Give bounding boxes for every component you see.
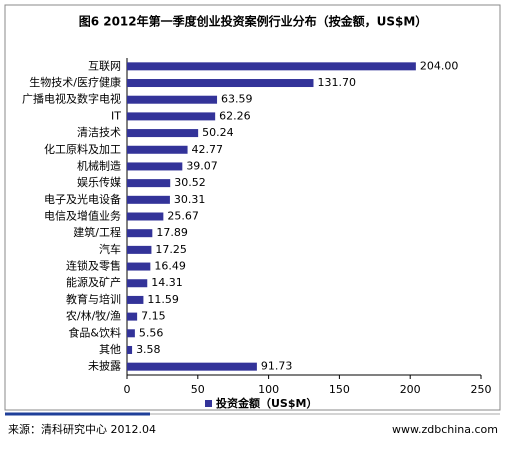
value-label: 17.25 — [155, 243, 187, 256]
y-tick-label: 连锁及零售 — [66, 259, 121, 273]
y-tick-label: 清洁技术 — [77, 126, 121, 139]
y-tick-label: 电信及增值业务 — [44, 209, 121, 223]
bar — [127, 129, 199, 138]
source-note: 来源：清科研究中心 2012.04 — [8, 422, 156, 436]
bar — [127, 279, 148, 288]
bar — [127, 212, 164, 221]
y-tick-label: 生物技术/医疗健康 — [29, 75, 121, 89]
y-tick-label: 未披露 — [88, 359, 121, 373]
value-label: 3.58 — [136, 343, 161, 356]
x-tick-label: 250 — [471, 383, 492, 396]
bar — [127, 362, 257, 371]
y-tick-label: 其他 — [99, 343, 121, 356]
bar — [127, 295, 144, 304]
bar — [127, 312, 138, 321]
y-tick-label: 能源及矿产 — [66, 275, 121, 289]
bar — [127, 345, 133, 354]
bar — [127, 95, 218, 104]
y-tick-label: 机械制造 — [77, 158, 121, 172]
bar — [127, 112, 216, 121]
y-tick-label: 食品&饮料 — [68, 325, 121, 339]
y-tick-label: 建筑/工程 — [73, 225, 121, 239]
bar — [127, 195, 170, 204]
bar — [127, 329, 135, 338]
value-label: 39.07 — [186, 159, 218, 172]
value-label: 91.73 — [261, 360, 293, 373]
value-label: 16.49 — [154, 260, 186, 273]
chart-title: 图6 2012年第一季度创业投资案例行业分布（按金额，US$M） — [79, 14, 428, 29]
legend-swatch — [205, 400, 212, 407]
value-label: 11.59 — [147, 293, 179, 306]
value-label: 5.56 — [139, 326, 164, 339]
value-label: 62.26 — [219, 109, 251, 122]
y-tick-label: 娱乐传媒 — [77, 175, 121, 189]
x-tick-label: 200 — [400, 383, 421, 396]
legend-label: 投资金额（US$M） — [216, 396, 317, 410]
value-label: 7.15 — [141, 310, 166, 323]
y-tick-label: 互联网 — [88, 59, 121, 72]
value-label: 30.52 — [174, 176, 206, 189]
bar — [127, 62, 416, 71]
y-tick-label: 教育与培训 — [66, 292, 121, 306]
value-label: 14.31 — [151, 276, 183, 289]
y-tick-label: 农/林/牧/渔 — [66, 309, 121, 323]
bar — [127, 145, 188, 154]
bar — [127, 245, 152, 254]
chart-frame — [4, 4, 501, 411]
y-tick-label: 化工原料及加工 — [44, 142, 121, 156]
value-label: 63.59 — [221, 93, 253, 106]
value-label: 204.00 — [420, 59, 459, 72]
value-label: 30.31 — [174, 193, 206, 206]
value-label: 50.24 — [202, 126, 234, 139]
y-tick-label: IT — [111, 109, 121, 122]
y-tick-label: 广播电视及数字电视 — [22, 92, 121, 106]
bar — [127, 162, 183, 171]
y-tick-label: 汽车 — [99, 242, 121, 256]
bar — [127, 179, 171, 188]
bar — [127, 79, 314, 88]
website: www.zdbchina.com — [392, 423, 498, 436]
value-label: 17.89 — [156, 226, 188, 239]
x-tick-label: 150 — [329, 383, 350, 396]
x-tick-label: 0 — [124, 383, 131, 396]
value-label: 131.70 — [317, 76, 356, 89]
x-tick-label: 100 — [258, 383, 279, 396]
bar — [127, 229, 153, 238]
x-tick-label: 50 — [191, 383, 205, 396]
y-tick-label: 电子及光电设备 — [44, 192, 121, 206]
bar — [127, 262, 151, 271]
value-label: 42.77 — [192, 143, 224, 156]
value-label: 25.67 — [167, 210, 199, 223]
